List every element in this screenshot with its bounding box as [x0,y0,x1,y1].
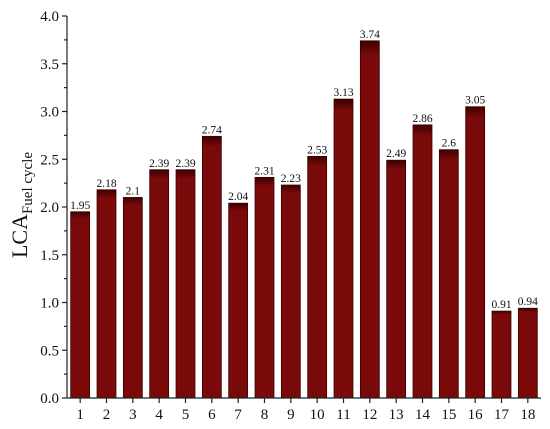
bar-10 [307,155,328,399]
data-label-7: 2.04 [228,191,248,203]
bar-5 [175,169,196,399]
x-tick-label: 3 [129,407,137,423]
y-tick-label: 4.0 [40,9,59,25]
data-label-1: 1.95 [70,200,90,212]
bar-8 [254,176,275,399]
y-axis-label: LCAFuel cycle [7,152,36,258]
y-axis-label-main: LCA [7,214,32,258]
data-label-14: 2.86 [412,113,432,125]
data-label-4: 2.39 [149,158,169,170]
bar-15 [438,149,459,399]
y-tick-label: 0.0 [40,391,59,407]
bar-16 [465,106,486,399]
x-tick-label: 14 [415,407,431,423]
bar-7 [228,202,249,399]
data-label-16: 3.05 [465,95,485,107]
bar-14 [412,124,433,399]
x-tick-label: 5 [182,407,190,423]
bar-3 [122,197,143,399]
x-tick-label: 8 [261,407,269,423]
bar-17 [491,310,512,399]
data-label-10: 2.53 [307,144,327,156]
bar-6 [201,135,222,399]
bar-11 [333,98,354,399]
x-tick-label: 12 [362,407,377,423]
data-label-9: 2.23 [281,173,301,185]
bar-13 [386,159,407,399]
bar-4 [149,169,170,399]
data-label-5: 2.39 [175,158,195,170]
data-label-3: 2.1 [126,185,141,197]
data-label-15: 2.6 [442,138,457,150]
x-tick-label: 15 [441,407,456,423]
data-label-6: 2.74 [202,124,222,136]
x-tick-label: 16 [468,407,484,423]
y-tick-label: 3.5 [40,57,59,73]
bar-12 [359,40,380,399]
data-label-18: 0.94 [518,296,538,308]
y-tick-label: 1.0 [40,296,59,312]
bar-18 [517,307,538,399]
x-tick-label: 17 [494,407,510,423]
data-label-12: 3.74 [360,29,380,41]
y-axis-ticks: 0.0 0.5 1.0 1.5 2.0 2.5 3.0 3.5 4.0 [40,9,67,407]
data-label-11: 3.13 [333,87,353,99]
data-label-2: 2.18 [96,178,116,190]
bar-9 [280,184,301,399]
y-tick-label: 2.0 [40,200,59,216]
y-axis-label-subscript: Fuel cycle [20,152,36,214]
x-tick-label: 6 [208,407,216,423]
x-tick-label: 1 [76,407,84,423]
y-tick-label: 1.5 [40,248,59,264]
x-tick-label: 18 [520,407,535,423]
x-axis-ticks: 1 2 3 4 5 6 7 8 9 10 11 12 13 14 15 16 17 18 [76,398,535,423]
x-tick-label: 4 [155,407,163,423]
x-tick-label: 11 [336,407,350,423]
data-label-17: 0.91 [491,299,511,311]
bar-1 [70,211,91,399]
x-tick-label: 7 [234,407,242,423]
data-label-13: 2.49 [386,148,406,160]
x-tick-label: 2 [103,407,111,423]
x-tick-label: 13 [389,407,404,423]
y-tick-label: 2.5 [40,152,59,168]
y-tick-label: 0.5 [40,343,59,359]
bar-2 [96,189,117,399]
y-tick-label: 3.0 [40,105,59,121]
data-label-8: 2.31 [254,165,274,177]
data-labels: 1.95 2.18 2.1 2.39 2.39 2.74 2.04 2.31 2.23 2.53 3… [70,29,538,311]
x-tick-label: 9 [287,407,295,423]
x-tick-label: 10 [310,407,325,423]
